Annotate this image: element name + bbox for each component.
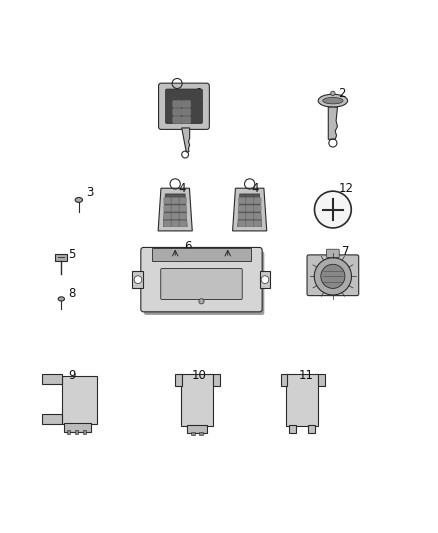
FancyBboxPatch shape — [254, 205, 261, 212]
FancyBboxPatch shape — [172, 205, 179, 212]
Circle shape — [261, 276, 269, 284]
FancyBboxPatch shape — [173, 101, 181, 107]
FancyBboxPatch shape — [180, 221, 187, 227]
FancyBboxPatch shape — [164, 205, 171, 212]
Text: 9: 9 — [68, 369, 76, 382]
FancyBboxPatch shape — [238, 221, 245, 227]
Bar — [62, 376, 97, 424]
FancyBboxPatch shape — [246, 198, 253, 204]
FancyBboxPatch shape — [159, 83, 209, 130]
Circle shape — [314, 258, 351, 295]
Polygon shape — [163, 194, 187, 227]
Text: 7: 7 — [342, 245, 350, 257]
Circle shape — [134, 276, 142, 284]
Bar — [199, 432, 203, 435]
Bar — [187, 425, 207, 433]
Bar — [175, 375, 182, 386]
Bar — [64, 423, 92, 432]
FancyBboxPatch shape — [164, 213, 171, 219]
FancyBboxPatch shape — [182, 101, 191, 107]
Bar — [181, 375, 213, 426]
Bar — [280, 375, 287, 386]
FancyBboxPatch shape — [182, 109, 191, 115]
Bar — [42, 375, 62, 384]
FancyBboxPatch shape — [172, 221, 179, 227]
Ellipse shape — [318, 94, 348, 107]
Polygon shape — [182, 128, 190, 152]
FancyBboxPatch shape — [144, 252, 265, 315]
Bar — [308, 425, 315, 433]
Bar — [318, 375, 325, 386]
Polygon shape — [328, 107, 337, 139]
Bar — [213, 375, 220, 386]
Circle shape — [314, 191, 351, 228]
FancyBboxPatch shape — [238, 198, 245, 204]
Text: 10: 10 — [192, 369, 207, 382]
Text: 5: 5 — [69, 248, 76, 261]
Polygon shape — [238, 194, 261, 227]
FancyBboxPatch shape — [246, 213, 253, 219]
FancyBboxPatch shape — [254, 213, 261, 219]
Bar — [67, 431, 70, 434]
FancyBboxPatch shape — [172, 213, 179, 219]
FancyBboxPatch shape — [173, 117, 181, 123]
FancyBboxPatch shape — [173, 109, 181, 115]
FancyBboxPatch shape — [55, 254, 67, 261]
Text: 2: 2 — [338, 87, 346, 100]
Text: 4: 4 — [178, 182, 186, 195]
Text: 8: 8 — [69, 287, 76, 300]
FancyBboxPatch shape — [180, 205, 187, 212]
Text: 11: 11 — [299, 369, 314, 382]
FancyBboxPatch shape — [246, 205, 253, 212]
Bar — [83, 431, 86, 434]
FancyBboxPatch shape — [172, 198, 179, 204]
Circle shape — [331, 91, 335, 95]
Bar — [132, 271, 144, 288]
FancyBboxPatch shape — [161, 269, 242, 300]
FancyBboxPatch shape — [238, 205, 245, 212]
Bar — [191, 432, 195, 435]
Bar — [286, 375, 318, 426]
Polygon shape — [233, 188, 267, 231]
Bar — [42, 414, 62, 424]
Text: 1: 1 — [195, 87, 203, 100]
FancyBboxPatch shape — [254, 198, 261, 204]
Text: 6: 6 — [184, 240, 192, 253]
FancyBboxPatch shape — [307, 255, 359, 296]
Bar — [259, 271, 270, 288]
Text: 3: 3 — [86, 187, 93, 199]
Text: 12: 12 — [339, 182, 353, 195]
FancyBboxPatch shape — [180, 213, 187, 219]
FancyBboxPatch shape — [238, 213, 245, 219]
Text: 4: 4 — [251, 182, 259, 195]
FancyBboxPatch shape — [166, 89, 202, 124]
Ellipse shape — [58, 297, 64, 301]
FancyBboxPatch shape — [326, 249, 339, 257]
FancyBboxPatch shape — [182, 117, 191, 123]
Polygon shape — [158, 188, 192, 231]
FancyBboxPatch shape — [141, 247, 262, 312]
FancyBboxPatch shape — [246, 221, 253, 227]
FancyBboxPatch shape — [164, 221, 171, 227]
Ellipse shape — [323, 98, 343, 104]
Bar — [75, 431, 78, 434]
Circle shape — [199, 298, 204, 304]
Circle shape — [321, 264, 345, 288]
FancyBboxPatch shape — [180, 198, 187, 204]
Ellipse shape — [75, 197, 82, 203]
FancyBboxPatch shape — [152, 248, 251, 262]
FancyBboxPatch shape — [254, 221, 261, 227]
FancyBboxPatch shape — [164, 198, 171, 204]
Bar — [290, 425, 296, 433]
